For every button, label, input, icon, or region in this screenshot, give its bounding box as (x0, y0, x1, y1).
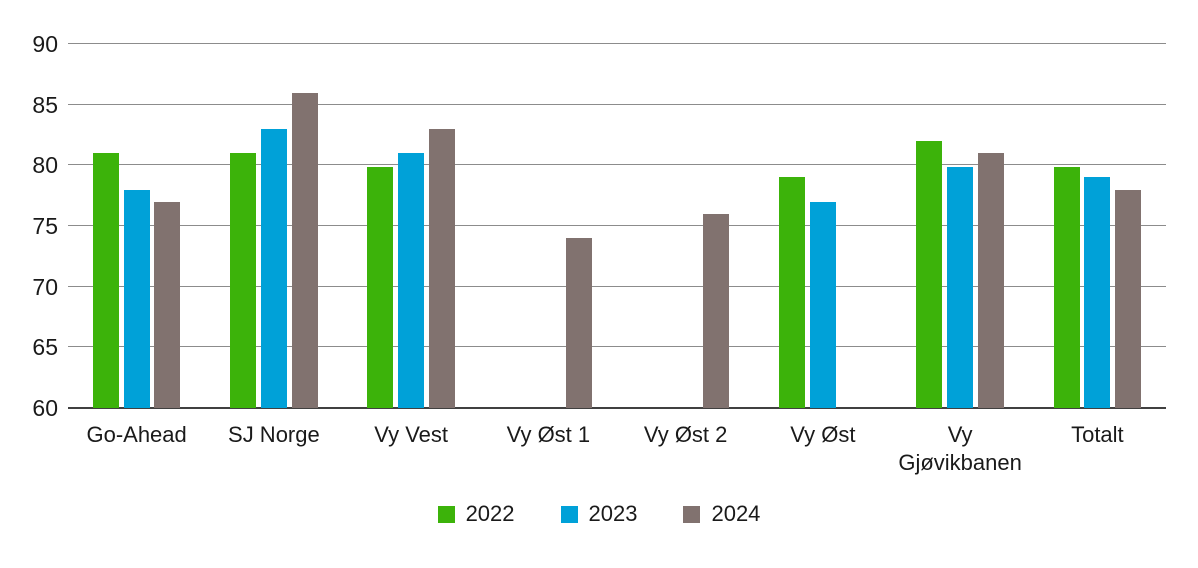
legend-swatch-2022 (437, 505, 455, 523)
bar-2023-go-ahead (123, 189, 150, 408)
gridline (68, 164, 1166, 166)
x-axis-baseline (68, 407, 1166, 409)
gridline (68, 225, 1166, 226)
gridline (68, 43, 1166, 44)
x-axis-label: Vy Øst (790, 422, 856, 447)
bar-2023-totalt (1084, 177, 1111, 408)
bar-2022-vy-øst (779, 177, 806, 408)
bar-2024-sj-norge (291, 92, 318, 408)
y-axis-tick-label: 80 (32, 152, 58, 179)
bar-2024-vy-øst-1 (566, 238, 593, 408)
y-axis-tick-label: 70 (32, 273, 58, 300)
x-axis-label: Vy Gjøvikbanen (898, 422, 1022, 475)
bar-2023-sj-norge (260, 128, 287, 408)
legend-label: 2022 (465, 501, 515, 526)
x-axis-label: Vy Vest (374, 422, 449, 447)
bar-2023-vy-øst (809, 201, 836, 408)
legend-item-2023: 2023 (560, 501, 638, 526)
legend: 2022 2023 2024 (0, 503, 1198, 525)
bar-2023-vy-gjøvikbanen (947, 166, 974, 408)
bar-2024-totalt (1115, 189, 1142, 408)
bar-2024-go-ahead (154, 201, 181, 408)
bar-2024-vy-øst-2 (703, 213, 730, 408)
legend-label: 2023 (588, 501, 638, 526)
bar-2022-vy-gjøvikbanen (916, 141, 943, 408)
y-axis-tick-label: 75 (32, 213, 58, 239)
bar-2023-vy-vest (398, 153, 425, 408)
bar-2024-vy-gjøvikbanen (977, 153, 1004, 408)
x-axis-label: SJ Norge (228, 422, 320, 447)
x-axis-label: Totalt (1071, 422, 1124, 447)
y-axis-tick-label: 85 (32, 91, 58, 118)
x-axis-label: Vy Øst 2 (643, 422, 728, 447)
bar-2022-vy-vest (367, 166, 394, 408)
bar-2022-go-ahead (92, 153, 119, 408)
bar-2024-vy-vest (428, 128, 455, 408)
legend-item-2024: 2024 (683, 503, 760, 525)
legend-swatch-2023 (560, 505, 578, 523)
gridline (68, 285, 1166, 287)
legend-item-2022: 2022 (437, 501, 515, 526)
y-axis-tick-label: 60 (32, 395, 58, 421)
bar-2022-totalt (1053, 166, 1080, 408)
gridline (68, 103, 1166, 105)
legend-swatch-2024 (683, 505, 701, 523)
y-axis-tick-label: 90 (32, 31, 58, 57)
bar-2022-sj-norge (230, 153, 257, 408)
x-axis-label: Go-Ahead (86, 422, 187, 447)
x-axis-label: Vy Øst 1 (506, 422, 591, 447)
y-axis-tick-label: 65 (32, 334, 58, 361)
legend-label: 2024 (711, 501, 761, 526)
gridline (68, 346, 1166, 348)
